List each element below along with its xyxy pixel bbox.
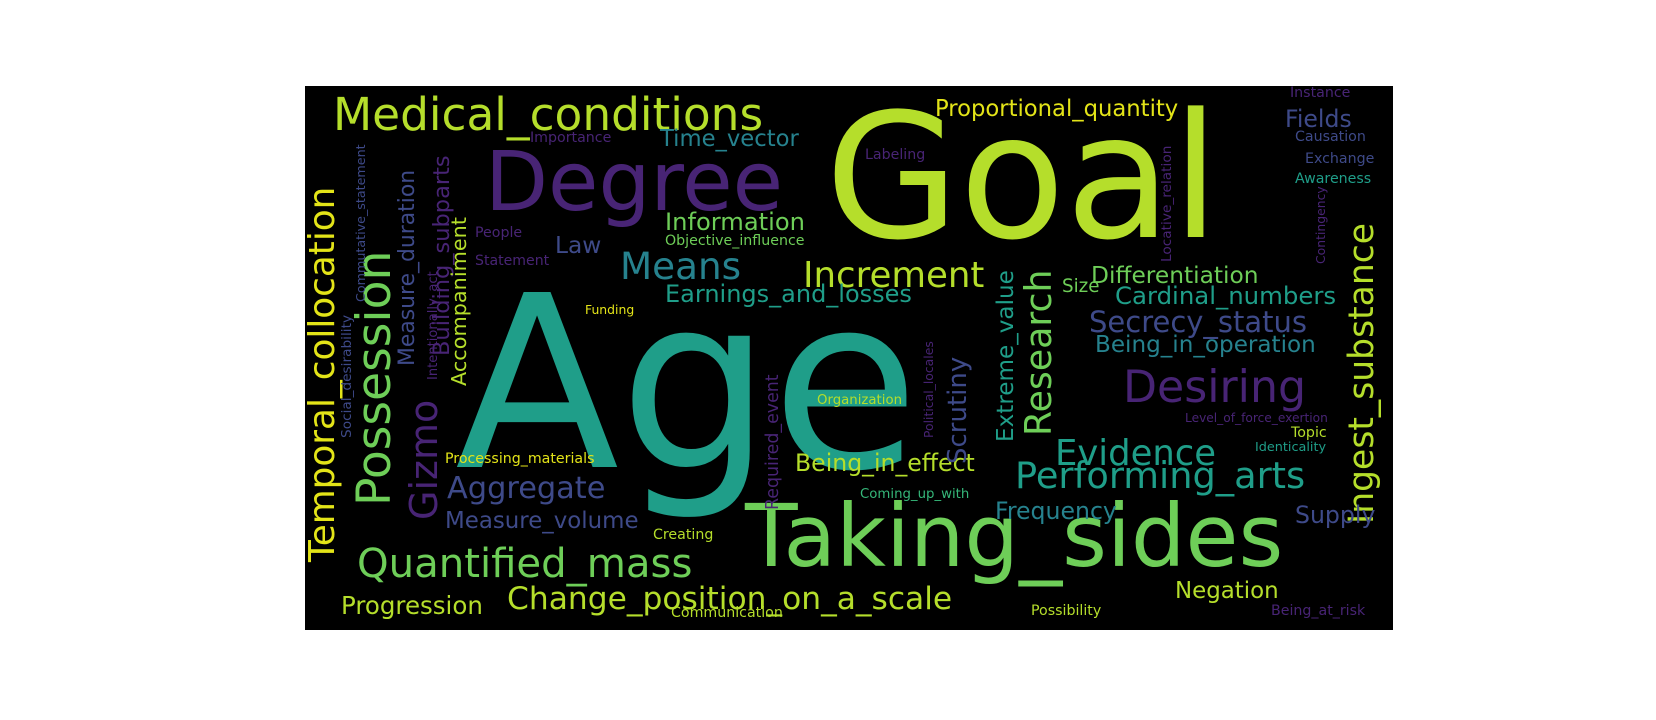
word-cardinal-numbers: Cardinal_numbers [1115,281,1337,310]
word-importance: Importance [530,130,612,146]
word-extreme-value: Extreme_value [993,270,1019,442]
word-required-event: Required_event [763,374,783,510]
word-commutative-statement: Commutative_statement [353,144,368,302]
word-aggregate: Aggregate [447,471,606,506]
word-fields: Fields [1285,105,1352,133]
word-level-of-force-exertion: Level_of_force_exertion [1185,411,1328,425]
word-intentionally-act: Intentionally_act [426,271,441,380]
word-desiring: Desiring [1123,362,1307,413]
word-time-vector: Time_vector [660,126,799,152]
word-proportional-quantity: Proportional_quantity [935,96,1179,122]
word-performing-arts: Performing_arts [1015,454,1306,497]
word-law: Law [555,232,602,259]
word-measure-volume: Measure_volume [445,508,639,534]
word-creating: Creating [653,527,714,543]
word-goal: Goal [825,86,1220,278]
word-statement: Statement [475,253,550,269]
word-size: Size [1062,276,1100,297]
word-progression: Progression [341,591,483,620]
word-quantified-mass: Quantified_mass [357,541,693,587]
word-evidence: Evidence [1055,433,1217,474]
word-temporal-collocation: Temporal_collocation [305,186,343,562]
word-means: Means [620,244,742,288]
word-possibility: Possibility [1031,603,1102,619]
word-age: Age [455,244,920,524]
word-being-in-operation: Being_in_operation [1095,332,1316,358]
word-increment: Increment [803,255,985,296]
word-being-at-risk: Being_at_risk [1271,603,1366,619]
word-medical-conditions: Medical_conditions [333,88,764,141]
word-political-locales: Political_locales [921,341,936,438]
word-ingest-substance: Ingest_substance [1342,222,1382,524]
word-degree: Degree [485,135,784,230]
word-differentiation: Differentiation [1091,262,1259,289]
word-change-position: Change_position_on_a_scale [507,581,953,617]
word-gizmo: Gizmo [402,399,446,520]
word-causation: Causation [1295,129,1366,145]
word-instance: Instance [1290,86,1351,101]
word-secrecy-status: Secrecy_status [1089,305,1308,339]
word-coming-up-with: Coming_up_with [860,487,970,502]
word-social-desirability: Social_desirability [339,314,355,438]
word-labeling: Labeling [865,147,926,163]
word-scrutiny: Scrutiny [943,356,973,464]
word-organization: Organization [817,393,903,408]
word-taking-sides: Taking_sides [745,487,1284,587]
word-communication: Communication [671,605,783,621]
word-measure-duration: Measure_duration [395,169,420,366]
word-awareness: Awareness [1295,171,1372,187]
word-earnings-and-losses: Earnings_and_losses [665,280,912,308]
word-identicality: Identicality [1255,440,1327,455]
word-people: People [475,225,523,241]
word-exchange: Exchange [1305,151,1375,167]
word-topic: Topic [1291,425,1327,441]
word-information: Information [665,208,806,236]
word-cloud: Goal Age Taking_sides Degree Medical_con… [305,86,1393,630]
word-funding: Funding [585,302,635,317]
word-locative-relation: Locative_relation [1159,145,1175,262]
word-processing-materials: Processing_materials [445,451,595,467]
word-research: Research [1017,269,1060,437]
word-being-in-effect: Being_in_effect [795,449,975,477]
word-negation: Negation [1175,578,1279,604]
word-objective-influence: Objective_influence [665,233,805,249]
word-supply: Supply [1295,501,1376,529]
word-contingency: Contingency [1313,186,1328,264]
word-frequency: Frequency [995,497,1117,525]
word-accompaniment: Accompaniment [447,216,471,386]
